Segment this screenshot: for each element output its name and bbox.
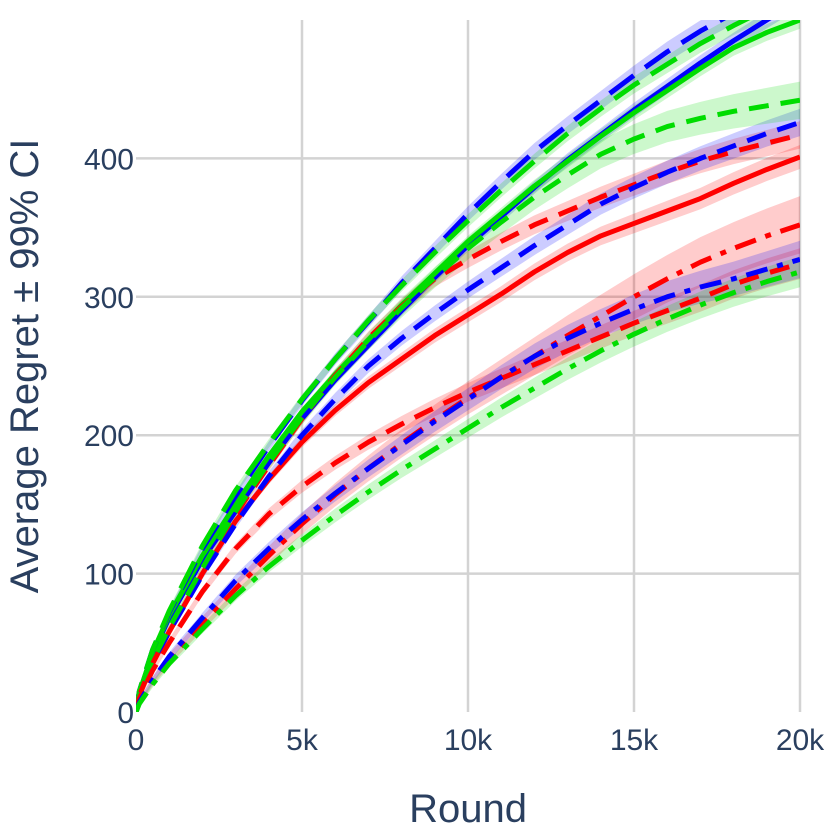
y-tick-label: 200 — [84, 420, 134, 453]
y-axis-title: Average Regret ± 99% CI — [3, 139, 47, 594]
grid-lines — [136, 20, 802, 712]
series-line — [136, 257, 800, 712]
series-line — [136, 222, 800, 712]
y-tick-label: 300 — [84, 282, 134, 315]
x-tick-label: 5k — [286, 724, 319, 757]
x-tick-label: 15k — [610, 724, 659, 757]
y-tick-label: 0 — [117, 697, 134, 730]
y-tick-label: 400 — [84, 143, 134, 176]
y-tick-label: 100 — [84, 559, 134, 592]
x-tick-label: 0 — [128, 724, 145, 757]
x-tick-label: 20k — [776, 724, 825, 757]
series-line — [136, 20, 800, 712]
ci-band — [136, 196, 800, 712]
series-lines — [136, 20, 800, 712]
x-tick-labels: 0 5k 10k 15k 20k — [128, 724, 826, 757]
series-line — [136, 97, 800, 712]
ci-band — [136, 240, 800, 712]
ci-band — [136, 256, 800, 712]
series-line — [136, 120, 800, 712]
series-line — [136, 20, 751, 712]
x-tick-label: 10k — [444, 724, 493, 757]
x-axis-title: Round — [409, 787, 527, 830]
series-line — [136, 269, 800, 712]
y-tick-labels: 0 100 200 300 400 — [84, 143, 134, 730]
